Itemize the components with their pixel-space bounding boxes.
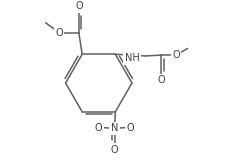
Text: O: O — [95, 123, 103, 132]
Text: O: O — [157, 76, 165, 85]
Text: N: N — [111, 123, 118, 133]
Text: O: O — [172, 50, 180, 60]
Text: O: O — [111, 145, 118, 155]
Text: O: O — [126, 123, 134, 132]
Text: O: O — [55, 28, 63, 38]
Text: NH: NH — [125, 53, 139, 63]
Text: O: O — [75, 1, 83, 11]
